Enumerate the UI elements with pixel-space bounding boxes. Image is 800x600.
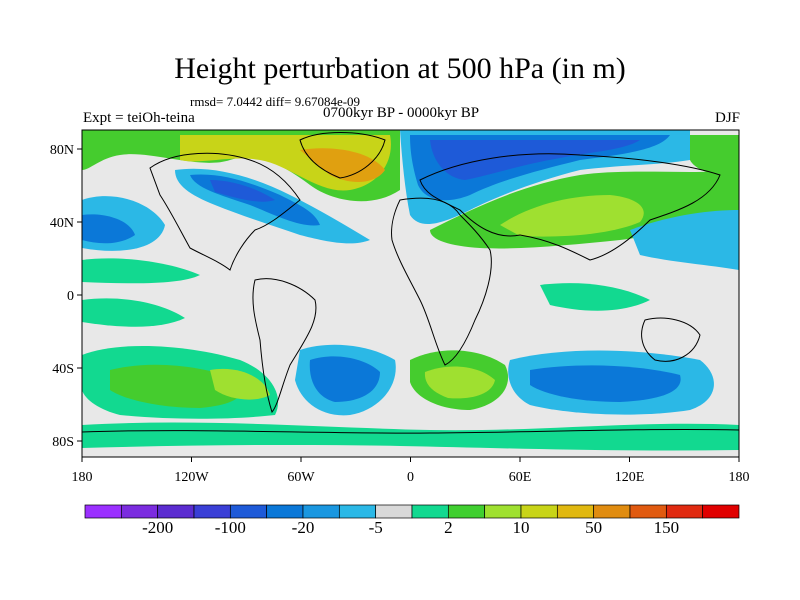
eurasia-coast	[419, 153, 721, 261]
y-axis: 80N 40N 0 40S 80S	[50, 143, 82, 450]
x-tick-label: 120W	[174, 470, 209, 485]
tropic-teal-3	[540, 283, 650, 311]
y-tick-label: 80N	[50, 143, 74, 158]
tropic-teal-1	[82, 258, 200, 284]
tropic-teal-2	[82, 298, 185, 327]
colorbar-swatch	[229, 504, 268, 519]
x-tick-label: 60E	[509, 470, 532, 485]
x-axis: 180 120W 60W 0 60E 120E 180	[72, 457, 750, 485]
contour-fields	[82, 130, 739, 451]
y-tick-label: 40N	[50, 216, 74, 231]
colorbar	[84, 504, 740, 519]
colorbar-label: -200	[142, 518, 173, 537]
colorbar-label: 10	[513, 518, 530, 537]
sh-indian-yellowgreen	[424, 366, 495, 399]
colorbar-swatch	[665, 504, 704, 519]
greenland-orange	[300, 148, 385, 182]
sh-pacific-yellowgreen	[210, 368, 270, 400]
colorbar-swatch	[556, 504, 595, 519]
ne-corner-green	[690, 135, 739, 176]
antarctica-coast	[81, 428, 740, 434]
x-tick-label: 60W	[287, 470, 315, 485]
na-darkblue	[210, 180, 275, 202]
eurasia-darkblue	[430, 140, 640, 180]
africa-coast	[391, 197, 492, 366]
colorbar-label: 50	[585, 518, 602, 537]
colorbar-swatch	[84, 504, 122, 519]
sh-south-blue	[530, 365, 681, 402]
antarctic-teal	[82, 422, 739, 451]
season-label: DJF	[714, 110, 740, 126]
y-tick-label: 40S	[52, 362, 74, 377]
australia-coast	[641, 317, 701, 362]
y-tick-label: 80S	[52, 435, 74, 450]
north-america-coast	[149, 152, 301, 271]
colorbar-swatch	[447, 504, 486, 519]
period-label: 0700kyr BP - 0000kyr BP	[323, 105, 480, 121]
colorbar-label: 2	[444, 518, 453, 537]
south-america-coast	[252, 278, 317, 414]
colorbar-swatch	[484, 504, 522, 519]
y-tick-label: 0	[67, 289, 74, 304]
west-pacific-blue	[82, 214, 135, 244]
colorbar-swatch	[302, 504, 340, 519]
colorbar-swatch	[702, 504, 740, 519]
colorbar-label: -5	[369, 518, 383, 537]
sh-atlantic-blue	[309, 356, 380, 402]
colorbar-swatch	[593, 504, 631, 519]
colorbar-swatch	[629, 504, 667, 519]
colorbar-swatch	[266, 504, 304, 519]
stats-line: rmsd= 7.0442 diff= 9.67084e-09	[190, 94, 361, 109]
experiment-label: Expt = teiOh-teina	[83, 110, 195, 126]
map-panel	[81, 129, 740, 458]
x-tick-label: 0	[407, 470, 414, 485]
colorbar-swatch	[338, 504, 377, 519]
colorbar-swatch	[375, 504, 413, 519]
colorbar-swatch	[120, 504, 159, 519]
colorbar-label: 150	[654, 518, 680, 537]
asia-yellowgreen	[500, 195, 644, 237]
greenland-coast	[299, 132, 386, 179]
x-tick-label: 180	[72, 470, 93, 485]
colorbar-swatch	[193, 504, 231, 519]
colorbar-labels: -200 -100 -20 -5 2 10 50 150	[142, 518, 679, 537]
colorbar-swatch	[520, 504, 558, 519]
coastlines	[81, 132, 740, 434]
colorbar-swatch	[157, 504, 195, 519]
page-title: Height perturbation at 500 hPa (in m)	[174, 52, 626, 85]
colorbar-label: -100	[215, 518, 246, 537]
east-pacific-cyan	[630, 210, 739, 270]
x-tick-label: 180	[729, 470, 750, 485]
sh-pacific-green	[110, 364, 244, 408]
colorbar-label: -20	[292, 518, 315, 537]
colorbar-swatch	[411, 504, 449, 519]
x-tick-label: 120E	[615, 470, 645, 485]
